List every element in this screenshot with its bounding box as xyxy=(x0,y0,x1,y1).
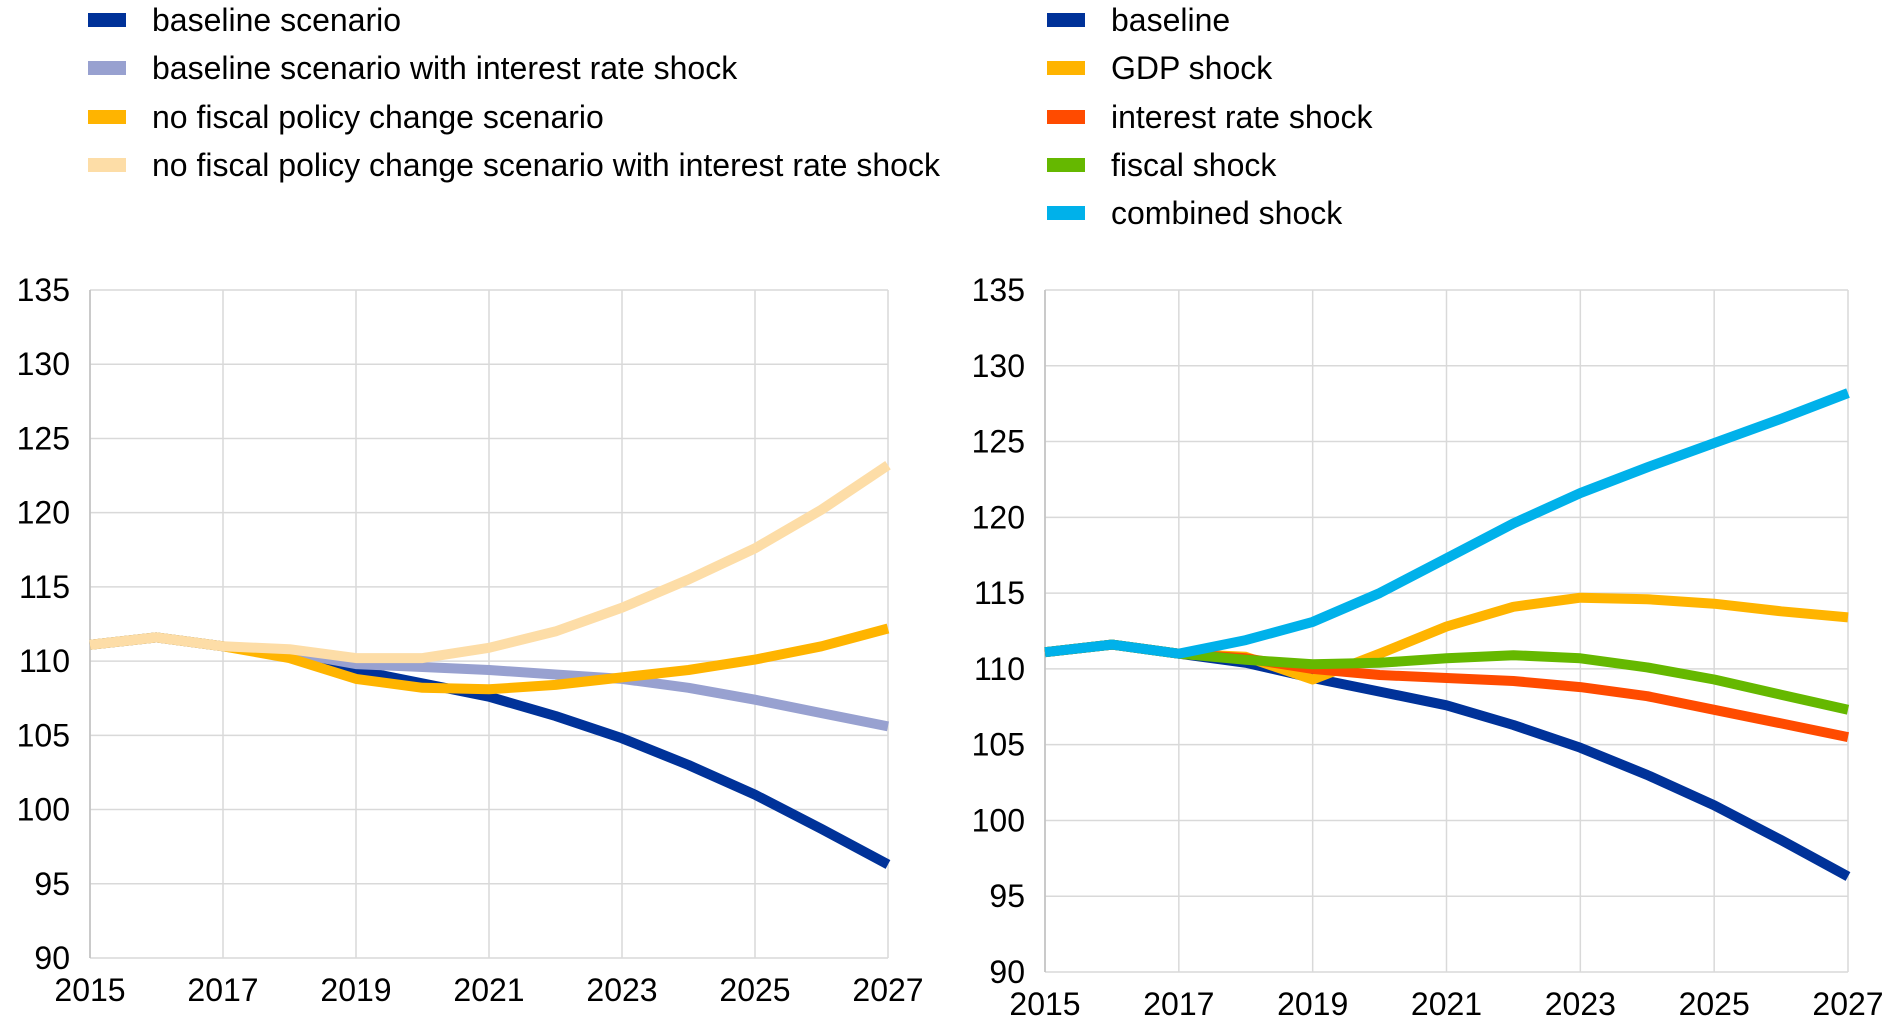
legend-swatch xyxy=(1047,206,1085,220)
y-tick-label: 135 xyxy=(17,272,70,308)
y-tick-label: 90 xyxy=(989,954,1025,990)
y-tick-label: 120 xyxy=(17,495,70,531)
legend-item: baseline scenario with interest rate sho… xyxy=(88,44,737,92)
y-tick-label: 100 xyxy=(17,792,70,828)
y-tick-label: 125 xyxy=(972,424,1025,460)
legend-label: fiscal shock xyxy=(1111,147,1277,183)
y-tick-label: 95 xyxy=(34,866,70,902)
x-tick-label: 2023 xyxy=(1545,986,1616,1022)
y-tick-label: 115 xyxy=(974,575,1025,611)
legend-swatch xyxy=(1047,13,1085,27)
left-line-chart: 90 95 100 105 110 115 120 125 130 135 2015 2017 2019… xyxy=(17,272,924,1008)
x-tick-label: 2021 xyxy=(1411,986,1482,1022)
legend-swatch xyxy=(1047,61,1085,75)
legend-swatch xyxy=(88,110,126,124)
legend-item: baseline xyxy=(1047,0,1230,44)
legend-swatch xyxy=(88,158,126,172)
right-line-chart: 90 95 100 105 110 115 120 125 130 135 2015 2017 2019… xyxy=(972,272,1884,1022)
legend-item: no fiscal policy change scenario with in… xyxy=(88,141,940,189)
legend-item: fiscal shock xyxy=(1047,141,1276,189)
legend-item: interest rate shock xyxy=(1047,93,1372,141)
x-tick-label: 2021 xyxy=(453,972,524,1008)
legend-item: no fiscal policy change scenario xyxy=(88,93,604,141)
legend-swatch xyxy=(1047,158,1085,172)
x-tick-label: 2025 xyxy=(719,972,790,1008)
legend-label: baseline xyxy=(1111,2,1231,38)
y-tick-label: 105 xyxy=(972,727,1025,763)
y-tick-label: 100 xyxy=(972,802,1025,838)
legend-item: GDP shock xyxy=(1047,44,1272,92)
legend-swatch xyxy=(1047,110,1085,124)
y-tick-label: 115 xyxy=(19,569,70,605)
y-tick-label: 95 xyxy=(989,878,1025,914)
x-tick-label: 2017 xyxy=(187,972,258,1008)
y-tick-label: 135 xyxy=(972,272,1025,308)
y-tick-label: 130 xyxy=(17,346,70,382)
x-tick-label: 2023 xyxy=(586,972,657,1008)
y-tick-label: 110 xyxy=(19,643,70,679)
legend-label: no fiscal policy change scenario with in… xyxy=(152,147,940,183)
x-tick-label: 2015 xyxy=(54,972,125,1008)
y-tick-label: 105 xyxy=(17,717,70,753)
legend-swatch xyxy=(88,61,126,75)
y-tick-label: 130 xyxy=(972,348,1025,384)
x-tick-label: 2017 xyxy=(1143,986,1214,1022)
legend-label: baseline scenario with interest rate sho… xyxy=(152,50,738,86)
y-tick-label: 90 xyxy=(34,940,70,976)
legend-label: no fiscal policy change scenario xyxy=(152,99,604,135)
legend-label: interest rate shock xyxy=(1111,99,1373,135)
legend-label: combined shock xyxy=(1111,195,1343,231)
series-line-5 xyxy=(1044,388,1850,659)
legend-item: baseline scenario xyxy=(88,0,401,44)
legend-label: GDP shock xyxy=(1111,50,1273,86)
right-chart-panel: baseline GDP shock interest rate shock f… xyxy=(945,0,1890,1032)
y-tick-label: 120 xyxy=(972,499,1025,535)
legend-item: combined shock xyxy=(1047,189,1342,237)
legend-swatch xyxy=(88,13,126,27)
series-line-4 xyxy=(89,461,891,664)
x-tick-label: 2025 xyxy=(1679,986,1750,1022)
left-chart-panel: baseline scenario baseline scenario with… xyxy=(17,0,940,1008)
x-tick-label: 2019 xyxy=(320,972,391,1008)
legend-label: baseline scenario xyxy=(152,2,402,38)
y-tick-label: 125 xyxy=(17,420,70,456)
x-tick-label: 2027 xyxy=(852,972,923,1008)
y-tick-label: 110 xyxy=(974,651,1025,687)
x-tick-label: 2015 xyxy=(1009,986,1080,1022)
x-tick-label: 2027 xyxy=(1812,986,1883,1022)
x-tick-label: 2019 xyxy=(1277,986,1348,1022)
